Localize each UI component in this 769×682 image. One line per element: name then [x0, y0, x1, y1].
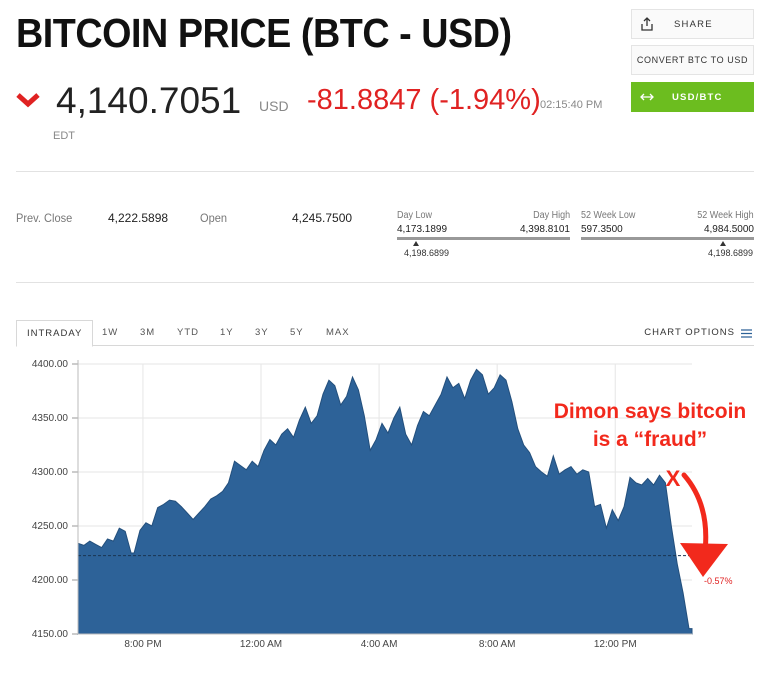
price-area: [77, 368, 693, 635]
chart-range-tabs: INTRADAY 1W 3M YTD 1Y 3Y 5Y MAX CHART OP…: [16, 320, 754, 347]
week52-low-label: 52 Week Low: [581, 210, 636, 221]
annotation-line-2: is a “fraud”: [592, 428, 708, 451]
week52-range-marker: [719, 241, 726, 246]
day-low-label: Day Low: [397, 210, 433, 221]
open-value: 4,245.7500: [292, 211, 353, 225]
page-title: BITCOIN PRICE (BTC - USD): [16, 10, 512, 56]
day-range-bar: [397, 237, 570, 240]
tab-1y[interactable]: 1Y: [220, 327, 234, 338]
day-range-current: 4,198.6899: [404, 248, 450, 258]
open-label: Open: [200, 211, 228, 225]
annotation-line-1: Dimon says bitcoin: [553, 400, 747, 423]
x-tick-label: 8:00 AM: [479, 639, 516, 650]
current-price: 4,140.7051: [56, 80, 242, 121]
tab-max[interactable]: MAX: [326, 327, 350, 338]
annotation-text: Dimon says bitcoin is a “fraud”: [535, 398, 765, 454]
day-high-value: 4,398.8101: [519, 224, 570, 235]
y-tick-label: 4350.00: [32, 413, 69, 424]
share-button[interactable]: SHARE: [631, 9, 754, 39]
currency-pair-label: USD/BTC: [672, 91, 723, 103]
convert-button[interactable]: CONVERT BTC TO USD: [631, 45, 754, 75]
timezone-label: EDT: [53, 130, 75, 142]
tab-intraday[interactable]: INTRADAY: [16, 320, 94, 347]
annotation-arrow-head: [680, 543, 728, 577]
share-icon: [641, 17, 653, 31]
currency-label: USD: [259, 98, 289, 114]
x-tick-label: 12:00 PM: [594, 639, 637, 650]
week52-high-label: 52 Week High: [697, 210, 754, 221]
currency-pair-button[interactable]: USD/BTC: [631, 82, 754, 112]
change-percent-label: -0.57%: [704, 576, 733, 586]
x-tick-label: 4:00 AM: [361, 639, 398, 650]
quote-time: 02:15:40 PM: [540, 99, 603, 111]
chart-options-button[interactable]: CHART OPTIONS: [644, 320, 752, 346]
week52-range: 52 Week Low 52 Week High 597.3500 4,984.…: [581, 208, 754, 263]
y-tick-label: 4300.00: [32, 467, 69, 478]
convert-label: CONVERT BTC TO USD: [636, 55, 749, 65]
divider: [16, 171, 754, 172]
y-tick-label: 4250.00: [32, 521, 69, 532]
y-tick-label: 4400.00: [32, 359, 69, 370]
x-tick-label: 8:00 PM: [124, 639, 161, 650]
week52-range-bar: [581, 237, 754, 240]
day-high-label: Day High: [532, 210, 570, 221]
week52-range-current: 4,198.6899: [708, 248, 754, 258]
x-tick-label: 12:00 AM: [240, 639, 282, 650]
menu-icon: [741, 328, 752, 338]
y-tick-label: 4200.00: [32, 575, 69, 586]
intraday-price-chart: 4150.00 4200.00 4250.00 4300.00 4350.00 4400.…: [32, 359, 733, 650]
tab-1w[interactable]: 1W: [102, 327, 119, 338]
prev-close-value: 4,222.5898: [108, 211, 169, 225]
share-label: SHARE: [674, 18, 713, 30]
week52-high-value: 4,984.5000: [703, 224, 754, 235]
day-range-marker: [413, 241, 420, 246]
week52-low-value: 597.3500: [581, 224, 623, 235]
chart-options-label: CHART OPTIONS: [644, 327, 735, 338]
down-chevron-icon: [16, 93, 40, 108]
tab-3y[interactable]: 3Y: [255, 327, 269, 338]
annotation-x-mark: X: [666, 466, 681, 491]
tab-3m[interactable]: 3M: [140, 327, 156, 338]
day-low-value: 4,173.1899: [397, 224, 448, 235]
tab-5y[interactable]: 5Y: [290, 327, 304, 338]
prev-close-label: Prev. Close: [16, 211, 73, 225]
tab-ytd[interactable]: YTD: [177, 327, 199, 338]
price-change: -81.8847 (-1.94%): [307, 84, 541, 116]
swap-arrows-icon: [640, 93, 654, 101]
day-range: Day Low Day High 4,173.1899 4,398.8101 4…: [397, 208, 570, 263]
divider: [16, 282, 754, 283]
y-tick-label: 4150.00: [32, 629, 69, 640]
